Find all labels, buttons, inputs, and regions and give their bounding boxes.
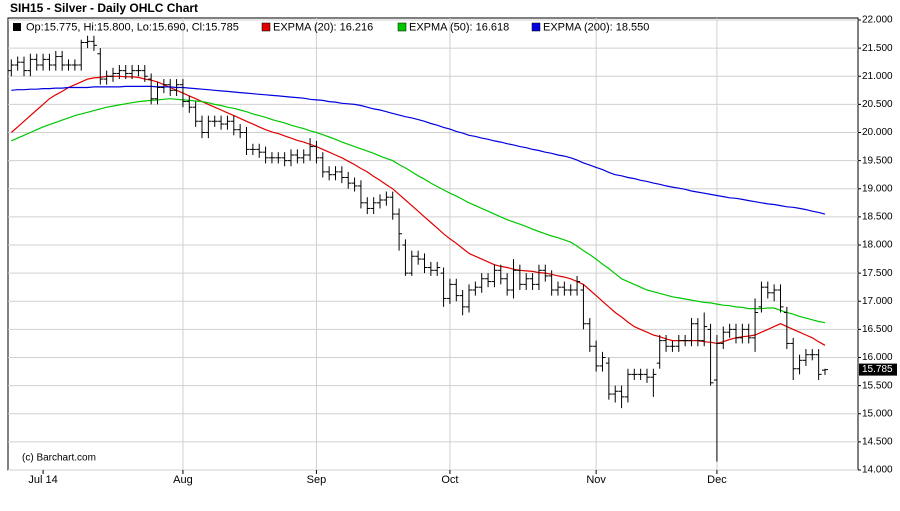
- x-tick-label: Aug: [173, 474, 193, 486]
- last-price-tag: [859, 363, 897, 376]
- legend-swatch: [397, 22, 407, 32]
- x-tick-label: Sep: [307, 474, 327, 486]
- legend-label: EXPMA (200): 18.550: [543, 21, 649, 33]
- y-tick-label: 22.000: [862, 15, 893, 26]
- axes: 14.000 14.500 15.000 15.500 16.000 16.500 17.0…: [28, 15, 893, 486]
- y-tick-label: 17.500: [862, 268, 893, 279]
- y-tick-label: 20.000: [862, 127, 893, 138]
- grid: [8, 18, 858, 471]
- ema-line: [11, 85, 826, 215]
- ohlc-legend: Op:15.775, Hi:15.800, Lo:15.690, Cl:15.7…: [26, 21, 239, 33]
- chart-title: SIH15 - Silver - Daily OHLC Chart: [10, 1, 198, 15]
- ema-line: [11, 98, 826, 324]
- last-price-label: 15.785: [862, 364, 893, 375]
- y-tick-label: 21.500: [862, 43, 893, 54]
- y-tick-label: 16.000: [862, 352, 893, 363]
- legend-label: EXPMA (20): 16.216: [273, 21, 373, 33]
- y-tick-label: 18.000: [862, 240, 893, 251]
- x-tick-label: Nov: [586, 474, 606, 486]
- y-tick-label: 14.500: [862, 437, 893, 448]
- legend-swatch: [261, 22, 271, 32]
- plot-area: [7, 17, 859, 471]
- y-tick-label: 16.500: [862, 324, 893, 335]
- y-tick-label: 18.500: [862, 212, 893, 223]
- x-tick-label: Jul 14: [28, 474, 57, 486]
- ohlc-legend-swatch: [13, 23, 21, 31]
- y-tick-label: 19.500: [862, 155, 893, 166]
- y-tick-label: 17.000: [862, 296, 893, 307]
- y-tick-label: 20.500: [862, 99, 893, 110]
- legend-label: EXPMA (50): 16.618: [409, 21, 509, 33]
- annotation: (c) Barchart.com: [22, 453, 96, 464]
- y-tick-label: 21.000: [862, 71, 893, 82]
- x-tick-label: Dec: [707, 474, 727, 486]
- x-tick-label: Oct: [441, 474, 458, 486]
- y-tick-label: 15.500: [862, 380, 893, 391]
- y-tick-label: 19.000: [862, 183, 893, 194]
- legend-swatch: [531, 22, 541, 32]
- ohlc-bars: [8, 35, 828, 462]
- y-tick-label: 15.000: [862, 408, 893, 419]
- y-tick-label: 14.000: [862, 465, 893, 476]
